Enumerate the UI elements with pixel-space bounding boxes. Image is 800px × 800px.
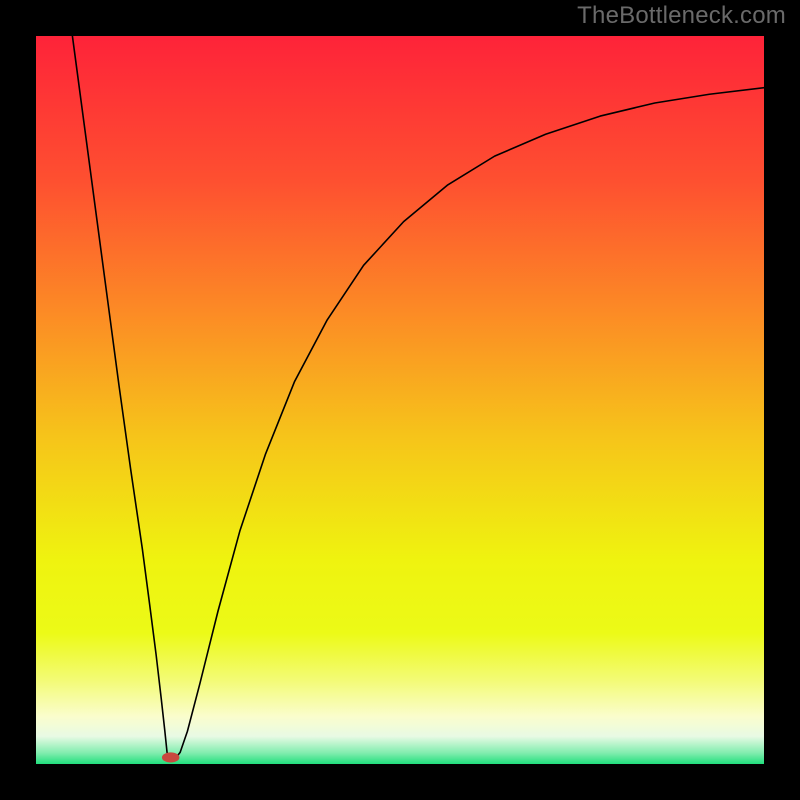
- optimum-marker: [162, 752, 179, 762]
- bottleneck-chart: [0, 0, 800, 800]
- watermark-text: TheBottleneck.com: [577, 2, 786, 30]
- plot-background: [36, 36, 764, 764]
